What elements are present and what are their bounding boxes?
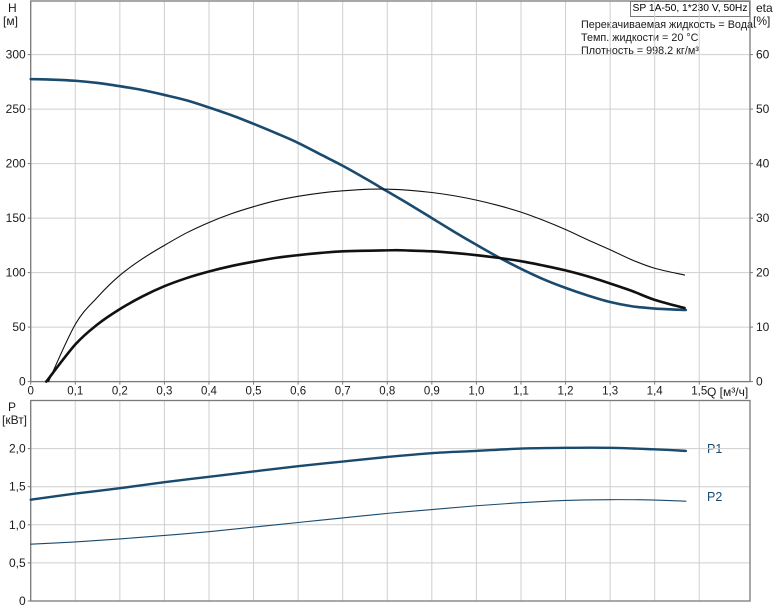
svg-text:1,3: 1,3: [602, 386, 618, 398]
svg-text:250: 250: [6, 102, 26, 116]
svg-text:200: 200: [6, 157, 26, 171]
svg-text:1,5: 1,5: [9, 480, 26, 494]
svg-text:2,0: 2,0: [9, 442, 26, 456]
svg-text:100: 100: [6, 266, 26, 280]
svg-text:0,1: 0,1: [67, 386, 83, 398]
svg-text:1,2: 1,2: [558, 386, 574, 398]
svg-text:1,5: 1,5: [691, 386, 707, 398]
svg-text:20: 20: [756, 266, 770, 280]
svg-text:0,8: 0,8: [379, 386, 395, 398]
svg-text:1,4: 1,4: [647, 386, 664, 398]
svg-text:1,0: 1,0: [468, 386, 484, 398]
svg-text:50: 50: [756, 102, 770, 116]
svg-text:0,4: 0,4: [201, 386, 218, 398]
svg-text:30: 30: [756, 211, 770, 225]
svg-text:1,1: 1,1: [513, 386, 529, 398]
svg-text:150: 150: [6, 211, 26, 225]
svg-text:0: 0: [19, 594, 26, 608]
svg-text:0: 0: [19, 375, 26, 389]
svg-text:0,6: 0,6: [290, 386, 306, 398]
svg-text:0,5: 0,5: [9, 556, 26, 570]
svg-text:40: 40: [756, 157, 770, 171]
svg-text:50: 50: [12, 320, 26, 334]
svg-text:1,0: 1,0: [9, 518, 26, 532]
svg-text:0,5: 0,5: [246, 386, 262, 398]
svg-text:0,9: 0,9: [424, 386, 440, 398]
svg-text:0,2: 0,2: [112, 386, 128, 398]
svg-text:0,7: 0,7: [335, 386, 351, 398]
svg-text:0: 0: [27, 386, 33, 398]
svg-text:10: 10: [756, 320, 770, 334]
svg-text:300: 300: [6, 48, 26, 62]
svg-text:0,3: 0,3: [156, 386, 172, 398]
svg-text:60: 60: [756, 48, 770, 62]
svg-text:0: 0: [756, 375, 763, 389]
